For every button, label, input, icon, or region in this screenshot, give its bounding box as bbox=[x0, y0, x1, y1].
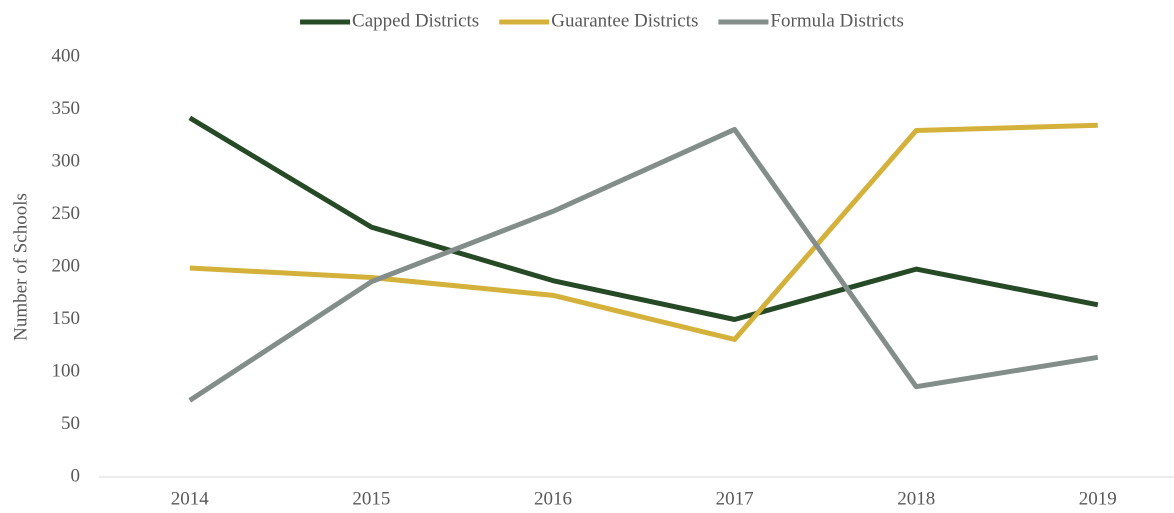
y-tick-label: 300 bbox=[52, 150, 81, 171]
x-tick-label: 2016 bbox=[534, 488, 572, 509]
y-tick-label: 150 bbox=[52, 308, 81, 329]
y-tick-label: 50 bbox=[61, 413, 80, 434]
x-tick-label: 2019 bbox=[1079, 488, 1117, 509]
series-line bbox=[188, 115, 1099, 322]
series-line bbox=[188, 126, 1099, 403]
y-tick-label: 0 bbox=[71, 465, 81, 486]
y-tick-label: 200 bbox=[52, 255, 81, 276]
x-tick-label: 2014 bbox=[171, 488, 210, 509]
x-tick-label: 2015 bbox=[352, 488, 390, 509]
y-tick-label: 250 bbox=[52, 203, 81, 224]
legend-label: Formula Districts bbox=[770, 10, 904, 31]
legend-label: Capped Districts bbox=[352, 10, 479, 31]
legend-label: Guarantee Districts bbox=[551, 10, 698, 31]
y-tick-label: 100 bbox=[52, 360, 81, 381]
y-tick-label: 400 bbox=[52, 45, 81, 66]
y-tick-label: 350 bbox=[52, 98, 81, 119]
x-tick-label: 2018 bbox=[897, 488, 935, 509]
series-line bbox=[189, 122, 1098, 342]
x-tick-label: 2017 bbox=[716, 488, 754, 509]
y-axis-label: Number of Schools bbox=[10, 193, 31, 341]
